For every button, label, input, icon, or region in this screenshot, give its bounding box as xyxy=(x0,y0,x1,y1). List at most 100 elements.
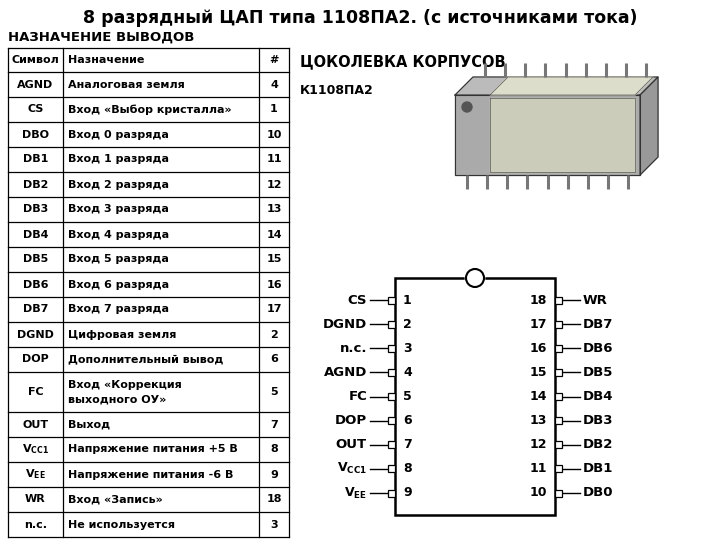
Bar xyxy=(388,465,395,472)
Text: 11: 11 xyxy=(266,154,282,165)
Text: DB1: DB1 xyxy=(23,154,48,165)
Bar xyxy=(388,345,395,352)
Text: Вход 2 разряда: Вход 2 разряда xyxy=(68,179,169,190)
Text: 4: 4 xyxy=(270,79,278,90)
Text: CS: CS xyxy=(27,105,44,114)
Text: 2: 2 xyxy=(270,329,278,340)
Text: WR: WR xyxy=(583,294,608,307)
Text: DBO: DBO xyxy=(22,130,49,139)
Text: DGND: DGND xyxy=(17,329,54,340)
Bar xyxy=(388,393,395,400)
Text: 13: 13 xyxy=(266,205,282,214)
Bar xyxy=(555,345,562,352)
Text: 14: 14 xyxy=(266,230,282,240)
Bar xyxy=(555,441,562,448)
Circle shape xyxy=(466,269,484,287)
Text: 7: 7 xyxy=(270,420,278,429)
Text: Вход 3 разряда: Вход 3 разряда xyxy=(68,205,169,214)
Text: Дополнительный вывод: Дополнительный вывод xyxy=(68,354,223,364)
Text: К1108ПА2: К1108ПА2 xyxy=(300,84,374,97)
Text: n.c.: n.c. xyxy=(24,519,47,530)
Text: 5: 5 xyxy=(270,387,278,397)
Text: 8 разрядный ЦАП типа 1108ПА2. (с источниками тока): 8 разрядный ЦАП типа 1108ПА2. (с источни… xyxy=(83,9,637,27)
Text: WR: WR xyxy=(25,495,46,504)
Polygon shape xyxy=(640,77,658,175)
Text: 8: 8 xyxy=(403,462,412,475)
Text: FC: FC xyxy=(27,387,43,397)
Text: DB6: DB6 xyxy=(23,280,48,289)
Text: Выход: Выход xyxy=(68,420,110,429)
Bar xyxy=(555,321,562,328)
Text: 12: 12 xyxy=(266,179,282,190)
Text: ЦОКОЛЕВКА КОРПУСОВ: ЦОКОЛЕВКА КОРПУСОВ xyxy=(300,55,505,70)
Text: Аналоговая земля: Аналоговая земля xyxy=(68,79,185,90)
Text: 8: 8 xyxy=(270,444,278,455)
Text: 5: 5 xyxy=(403,390,412,403)
Text: 3: 3 xyxy=(270,519,278,530)
Bar xyxy=(388,296,395,303)
Text: DB4: DB4 xyxy=(23,230,48,240)
Text: 13: 13 xyxy=(530,414,547,427)
Text: DB7: DB7 xyxy=(583,318,613,330)
Text: Вход 5 разряда: Вход 5 разряда xyxy=(68,254,169,265)
Text: $\mathbf{V_{CC1}}$: $\mathbf{V_{CC1}}$ xyxy=(337,461,367,476)
Text: DB2: DB2 xyxy=(583,438,613,451)
Bar xyxy=(555,369,562,376)
Bar xyxy=(395,278,555,515)
Text: 16: 16 xyxy=(530,342,547,355)
Text: Вход 7 разряда: Вход 7 разряда xyxy=(68,305,169,314)
Text: Символ: Символ xyxy=(12,55,59,65)
Polygon shape xyxy=(490,98,635,172)
Text: Не используется: Не используется xyxy=(68,519,175,530)
Text: n.c.: n.c. xyxy=(340,342,367,355)
Text: 3: 3 xyxy=(403,342,412,355)
Text: DB2: DB2 xyxy=(23,179,48,190)
Text: 16: 16 xyxy=(266,280,282,289)
Text: DB3: DB3 xyxy=(23,205,48,214)
Text: НАЗНАЧЕНИЕ ВЫВОДОВ: НАЗНАЧЕНИЕ ВЫВОДОВ xyxy=(8,30,194,44)
Text: Цифровая земля: Цифровая земля xyxy=(68,329,176,340)
Text: 17: 17 xyxy=(529,318,547,330)
Polygon shape xyxy=(490,77,653,95)
Text: DB4: DB4 xyxy=(583,390,613,403)
Text: 4: 4 xyxy=(403,366,412,379)
Text: 18: 18 xyxy=(530,294,547,307)
Text: DB0: DB0 xyxy=(583,487,613,500)
Text: $\mathbf{V_{EE}}$: $\mathbf{V_{EE}}$ xyxy=(344,485,367,501)
Text: AGND: AGND xyxy=(323,366,367,379)
Text: DB6: DB6 xyxy=(583,342,613,355)
Bar xyxy=(555,393,562,400)
Text: 11: 11 xyxy=(529,462,547,475)
Bar xyxy=(555,417,562,424)
Text: 6: 6 xyxy=(403,414,412,427)
Text: Назначение: Назначение xyxy=(68,55,145,65)
Bar xyxy=(555,465,562,472)
Text: CS: CS xyxy=(348,294,367,307)
Text: DB5: DB5 xyxy=(583,366,613,379)
Text: DGND: DGND xyxy=(323,318,367,330)
Circle shape xyxy=(462,102,472,112)
Text: OUT: OUT xyxy=(336,438,367,451)
Text: Вход «Коррекция: Вход «Коррекция xyxy=(68,380,181,390)
Text: 10: 10 xyxy=(529,487,547,500)
Text: 15: 15 xyxy=(266,254,282,265)
Text: 9: 9 xyxy=(403,487,412,500)
Text: DB1: DB1 xyxy=(583,462,613,475)
Text: Напряжение питания -6 В: Напряжение питания -6 В xyxy=(68,469,233,480)
Text: DB7: DB7 xyxy=(23,305,48,314)
Polygon shape xyxy=(455,77,658,95)
Bar xyxy=(388,369,395,376)
Text: Напряжение питания +5 В: Напряжение питания +5 В xyxy=(68,444,238,455)
Bar xyxy=(388,489,395,496)
Bar xyxy=(555,296,562,303)
Bar xyxy=(555,489,562,496)
Text: AGND: AGND xyxy=(17,79,53,90)
Text: $\mathbf{V_{CC1}}$: $\mathbf{V_{CC1}}$ xyxy=(22,443,49,456)
Text: 17: 17 xyxy=(266,305,282,314)
Text: 18: 18 xyxy=(266,495,282,504)
Text: Вход «Выбор кристалла»: Вход «Выбор кристалла» xyxy=(68,104,232,115)
Text: 7: 7 xyxy=(403,438,412,451)
Text: Вход «Запись»: Вход «Запись» xyxy=(68,495,163,504)
Text: 1: 1 xyxy=(270,105,278,114)
Text: $\mathbf{V_{EE}}$: $\mathbf{V_{EE}}$ xyxy=(25,468,46,481)
